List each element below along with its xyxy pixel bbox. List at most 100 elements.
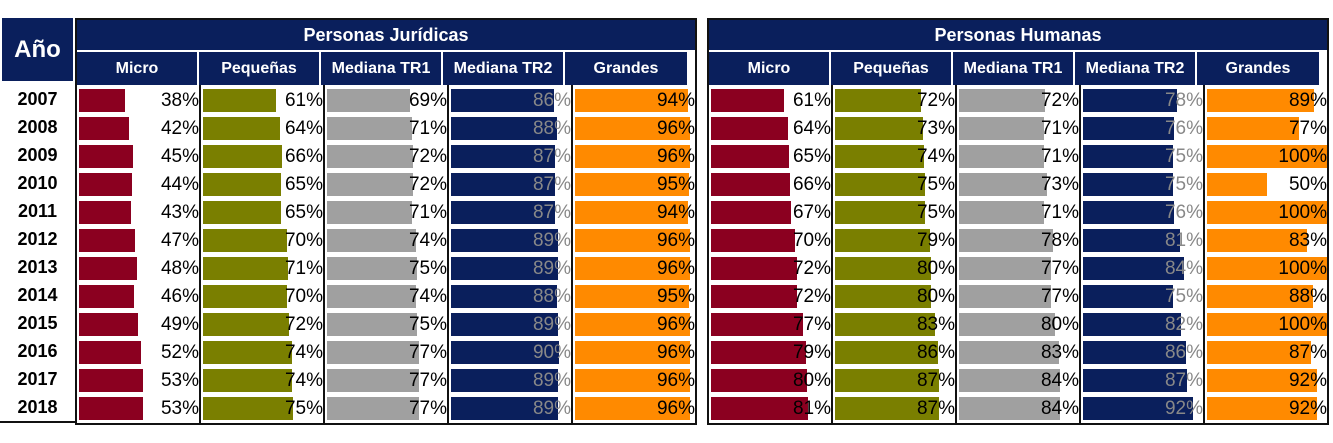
data-label: 96% — [656, 146, 695, 167]
data-bar — [959, 257, 1052, 280]
data-bar — [1207, 257, 1327, 280]
table-cell: 96% — [573, 395, 695, 423]
data-label: 72% — [408, 174, 447, 195]
data-label: 75% — [1164, 174, 1203, 195]
data-label: 77% — [408, 398, 447, 419]
column-2: 69% 71% 72% 72% 71% 74% 75% 74% 75% 77% 77% 77% — [325, 85, 449, 423]
column-2: 72% 71% 71% 73% 71% 78% 77% 77% 80% 83% 84% 84% — [957, 85, 1081, 423]
data-label: 66% — [792, 174, 831, 195]
data-bar — [79, 313, 138, 336]
data-label: 47% — [160, 230, 199, 251]
data-bar — [451, 369, 558, 392]
column-header: Grandes — [565, 52, 687, 85]
table-cell: 95% — [573, 171, 695, 199]
data-bar — [575, 201, 688, 224]
table-cell: 64% — [201, 115, 323, 143]
data-bar — [1207, 173, 1267, 196]
column-header: Mediana TR1 — [953, 52, 1075, 85]
table-cell: 83% — [1205, 227, 1327, 255]
data-bar — [575, 117, 691, 140]
column-header: Mediana TR2 — [1075, 52, 1197, 85]
data-label: 88% — [532, 118, 571, 139]
table-cell: 52% — [77, 339, 199, 367]
data-bar — [203, 285, 287, 308]
year-label: 2016 — [17, 341, 58, 361]
table-cell: 92% — [1205, 395, 1327, 423]
year-label: 2011 — [17, 201, 58, 221]
data-label: 89% — [532, 230, 571, 251]
column-header: Pequeñas — [831, 52, 953, 85]
data-label: 92% — [1288, 370, 1327, 391]
data-label: 84% — [1164, 258, 1203, 279]
data-bar — [835, 173, 925, 196]
data-bar — [711, 145, 789, 168]
data-label: 46% — [160, 286, 199, 307]
data-bar — [575, 369, 691, 392]
data-label: 72% — [408, 146, 447, 167]
data-label: 79% — [792, 342, 831, 363]
data-label: 80% — [916, 286, 955, 307]
table-cell: 80% — [833, 283, 955, 311]
data-bar — [711, 201, 792, 224]
table-cell: 89% — [449, 395, 571, 423]
data-bar — [79, 257, 137, 280]
data-bar — [1207, 117, 1300, 140]
table-cell: 42% — [77, 115, 199, 143]
data-bar — [451, 145, 556, 168]
table-cell: 84% — [957, 367, 1079, 395]
table-cell: 100% — [1205, 255, 1327, 283]
table-cell: 53% — [77, 367, 199, 395]
table-cell: 89% — [449, 311, 571, 339]
data-bar — [79, 229, 136, 252]
column-3: 86% 88% 87% 87% 87% 89% 89% 88% 89% 90% 89% 89% — [449, 85, 573, 423]
data-label: 87% — [532, 146, 571, 167]
table-cell: 71% — [201, 255, 323, 283]
table-cell: 72% — [201, 311, 323, 339]
data-bar — [203, 201, 281, 224]
data-label: 38% — [160, 90, 199, 111]
column-header: Pequeñas — [199, 52, 321, 85]
data-bar — [1207, 229, 1307, 252]
data-bar — [959, 117, 1045, 140]
table-cell: 77% — [1205, 115, 1327, 143]
data-label: 42% — [160, 118, 199, 139]
table-cell: 50% — [1205, 171, 1327, 199]
table-cell: 88% — [449, 283, 571, 311]
column-header: Micro — [709, 52, 831, 85]
data-bar — [451, 201, 556, 224]
data-label: 74% — [284, 342, 323, 363]
data-bar — [327, 369, 420, 392]
table-cell: 71% — [325, 115, 447, 143]
year-header: Año — [2, 18, 73, 81]
data-label: 79% — [916, 230, 955, 251]
data-label: 72% — [792, 258, 831, 279]
table-cell: 96% — [573, 143, 695, 171]
data-label: 100% — [1278, 314, 1327, 335]
data-bar — [575, 397, 691, 420]
table-cell: 80% — [709, 367, 831, 395]
table-cell: 46% — [77, 283, 199, 311]
data-bar — [835, 285, 931, 308]
data-label: 86% — [916, 342, 955, 363]
data-bar — [959, 369, 1060, 392]
table-cell: 96% — [573, 227, 695, 255]
table-cell: 88% — [1205, 283, 1327, 311]
table-cell: 69% — [325, 87, 447, 115]
table-cell: 47% — [77, 227, 199, 255]
table-cell: 65% — [201, 171, 323, 199]
data-bar — [451, 229, 558, 252]
table-cell: 79% — [833, 227, 955, 255]
table-cell: 89% — [449, 227, 571, 255]
table-cell: 77% — [957, 255, 1079, 283]
table-cell: 77% — [325, 339, 447, 367]
data-bar — [959, 313, 1055, 336]
data-label: 87% — [532, 174, 571, 195]
data-bar — [835, 145, 924, 168]
year-label: 2015 — [17, 313, 58, 333]
data-label: 89% — [532, 314, 571, 335]
data-label: 77% — [792, 314, 831, 335]
table-cell: 96% — [573, 311, 695, 339]
data-bar — [959, 145, 1045, 168]
data-label: 92% — [1164, 398, 1203, 419]
table-cell: 45% — [77, 143, 199, 171]
